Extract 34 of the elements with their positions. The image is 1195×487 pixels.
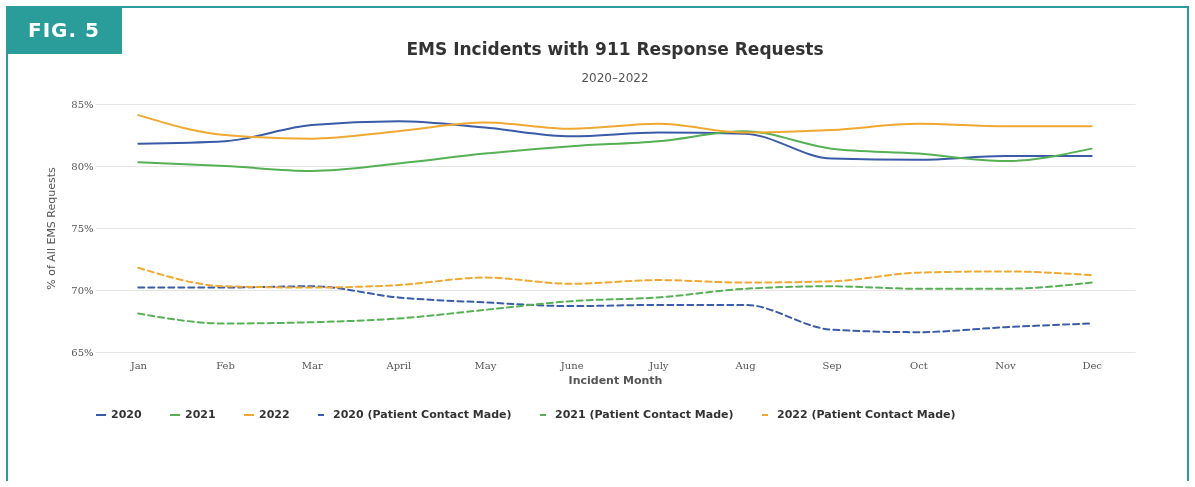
line-series xyxy=(137,120,1093,161)
y-tick-label: 65% xyxy=(71,346,94,358)
caption: FIG. 5 xyxy=(6,6,122,54)
y-tick-label: 70% xyxy=(71,284,94,296)
y-axis-title: % of All EMS Requests xyxy=(45,166,59,290)
legend-label: 2022 (Patient Contact Made) xyxy=(777,408,956,421)
x-tick-label: Aug xyxy=(734,359,757,371)
y-tick-label: 85% xyxy=(71,98,94,110)
chart-subtitle: 2020–2022 xyxy=(581,71,649,85)
legend-label: 2020 xyxy=(111,408,142,421)
line-series xyxy=(137,281,1093,325)
x-tick-label: Nov xyxy=(995,359,1017,371)
x-tick-label: April xyxy=(385,359,412,371)
x-tick-label: Feb xyxy=(216,359,235,371)
x-tick-label: Jan xyxy=(129,359,148,371)
x-tick-label: May xyxy=(474,359,497,371)
x-tick-label: Mar xyxy=(301,359,323,371)
x-tick-label: Sep xyxy=(822,359,842,371)
x-tick-label: July xyxy=(648,359,669,371)
y-tick-label: 75% xyxy=(71,222,94,234)
x-tick-label: Dec xyxy=(1082,359,1103,371)
line-series xyxy=(137,266,1093,289)
chart-title: EMS Incidents with 911 Response Requests xyxy=(406,39,824,59)
line-series xyxy=(137,114,1093,140)
line-series xyxy=(137,130,1093,172)
legend-label: 2022 xyxy=(259,408,290,421)
legend-label: 2020 (Patient Contact Made) xyxy=(333,408,512,421)
legend-label: 2021 xyxy=(185,408,216,421)
y-tick-label: 80% xyxy=(71,160,94,172)
x-tick-label: Oct xyxy=(909,359,928,371)
x-tick-label: June xyxy=(559,359,584,371)
line-series xyxy=(137,285,1093,334)
legend-label: 2021 (Patient Contact Made) xyxy=(555,408,734,421)
x-axis-title: Incident Month xyxy=(568,373,663,387)
